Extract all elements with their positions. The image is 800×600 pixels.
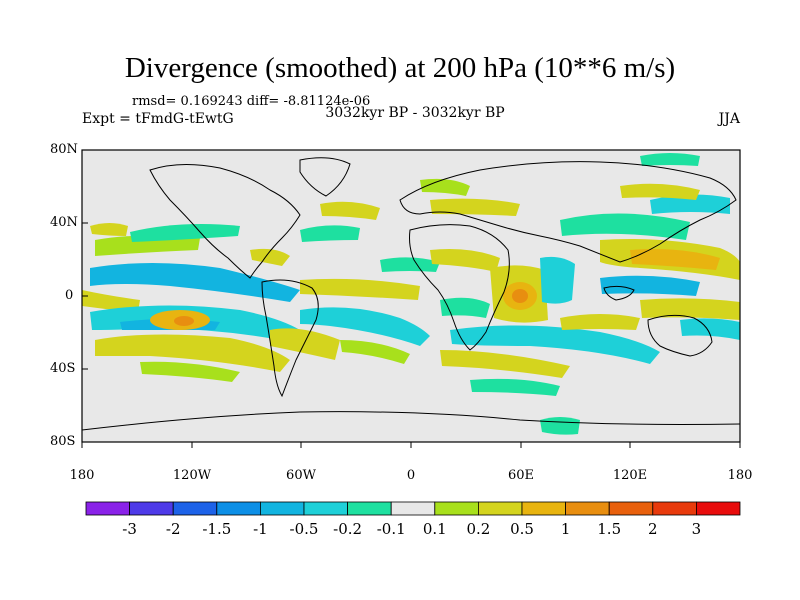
lat-label: 0 (65, 288, 74, 303)
contour-region (300, 225, 360, 242)
coastline-south-america (261, 279, 319, 398)
colorbar-swatch (347, 501, 392, 516)
colorbar-label: -3 (122, 520, 137, 538)
colorbar-label: -0.5 (289, 520, 319, 538)
stats-text: rmsd= 0.169243 diff= -8.81124e-06 (132, 94, 371, 109)
contour-region (320, 201, 380, 220)
lon-label: 0 (406, 468, 416, 483)
colorbar-swatch (303, 501, 348, 516)
contour-region (300, 278, 420, 300)
contour-region (174, 316, 194, 326)
map-title: Divergence (smoothed) at 200 hPa (10**6 … (124, 52, 676, 84)
colorbar-swatch (85, 501, 130, 516)
lon-label: 180 (727, 468, 753, 483)
contour-region (300, 307, 430, 346)
colorbar-swatch (434, 501, 479, 516)
lat-label: 80N (50, 142, 78, 157)
colorbar-label: -2 (165, 520, 181, 538)
lon-label: 120E (612, 468, 648, 483)
contour-region (140, 361, 240, 382)
contour-region (430, 249, 500, 272)
colorbar-swatch (390, 501, 436, 516)
colorbar-label: 0.5 (510, 520, 534, 538)
lon-label: 180 (69, 468, 95, 483)
lon-label: 60W (286, 468, 316, 483)
colorbar-swatch (216, 501, 261, 516)
contour-region (90, 223, 128, 236)
coastline-africa (409, 224, 510, 351)
contour-region (650, 194, 730, 214)
coastline-antarctica (82, 411, 740, 431)
contour-region (540, 417, 580, 435)
contour-region (440, 350, 570, 378)
contour-region (512, 289, 528, 303)
colorbar-label: -1 (253, 520, 268, 538)
coastline-australia (647, 314, 713, 357)
coastline-eurasia (399, 161, 737, 263)
colorbar-swatch (172, 501, 218, 516)
coastlines (82, 157, 740, 431)
contour-region (90, 263, 300, 302)
contour-region (250, 248, 290, 266)
colorbar-label: 0.2 (466, 520, 491, 538)
contour-region (620, 183, 700, 200)
colorbar (85, 501, 741, 516)
colorbar-label: -0.1 (376, 520, 406, 538)
coastline-maritime-continent (603, 285, 635, 301)
colorbar-swatch (565, 501, 610, 516)
contour-region (640, 298, 740, 320)
colorbar-label: 2 (648, 520, 658, 538)
lat-label: 40N (50, 215, 78, 230)
contour-region (270, 328, 340, 360)
colorbar-swatch (477, 501, 523, 516)
lat-label: 40S (50, 361, 76, 376)
experiment-label: Expt = tFmdG-tEwtG (82, 111, 234, 127)
colorbar-swatch (652, 501, 697, 516)
contour-region (600, 275, 700, 296)
coastline-north-america (149, 163, 301, 279)
colorbar-label: 3 (691, 520, 702, 538)
contour-region (95, 334, 290, 372)
period-label: 3032kyr BP - 3032kyr BP (325, 105, 505, 121)
colorbar-swatch (259, 501, 305, 516)
lon-label: 120W (172, 468, 212, 483)
contour-region (95, 235, 200, 256)
colorbar-label: 1.5 (597, 520, 622, 538)
colorbar-label: -0.2 (333, 520, 363, 538)
contour-region (450, 325, 660, 364)
contour-region (340, 340, 410, 364)
colorbar-swatch (521, 501, 566, 516)
contour-region (470, 378, 560, 396)
contour-region (430, 198, 520, 216)
colorbar-swatch (129, 501, 174, 516)
contour-region (640, 153, 700, 166)
axis-ticks (81, 149, 741, 448)
lat-label: 80S (50, 434, 76, 449)
contour-region (130, 224, 240, 242)
contour-region (680, 318, 740, 340)
lon-label: 60E (507, 468, 535, 483)
contour-region (630, 249, 720, 270)
contour-region (440, 297, 490, 318)
divergence-field (82, 153, 740, 435)
season-label: JJA (718, 111, 740, 127)
colorbar-swatch (696, 501, 741, 516)
colorbar-swatch (608, 501, 654, 516)
coastline-greenland (299, 157, 351, 197)
colorbar-label: 1 (560, 520, 571, 538)
contour-region (540, 256, 575, 304)
contour-region (560, 213, 690, 240)
contour-region (82, 290, 140, 312)
contour-region (380, 257, 440, 272)
contour-region (560, 314, 640, 330)
colorbar-label: -1.5 (202, 520, 232, 538)
colorbar-label: 0.1 (422, 520, 447, 538)
